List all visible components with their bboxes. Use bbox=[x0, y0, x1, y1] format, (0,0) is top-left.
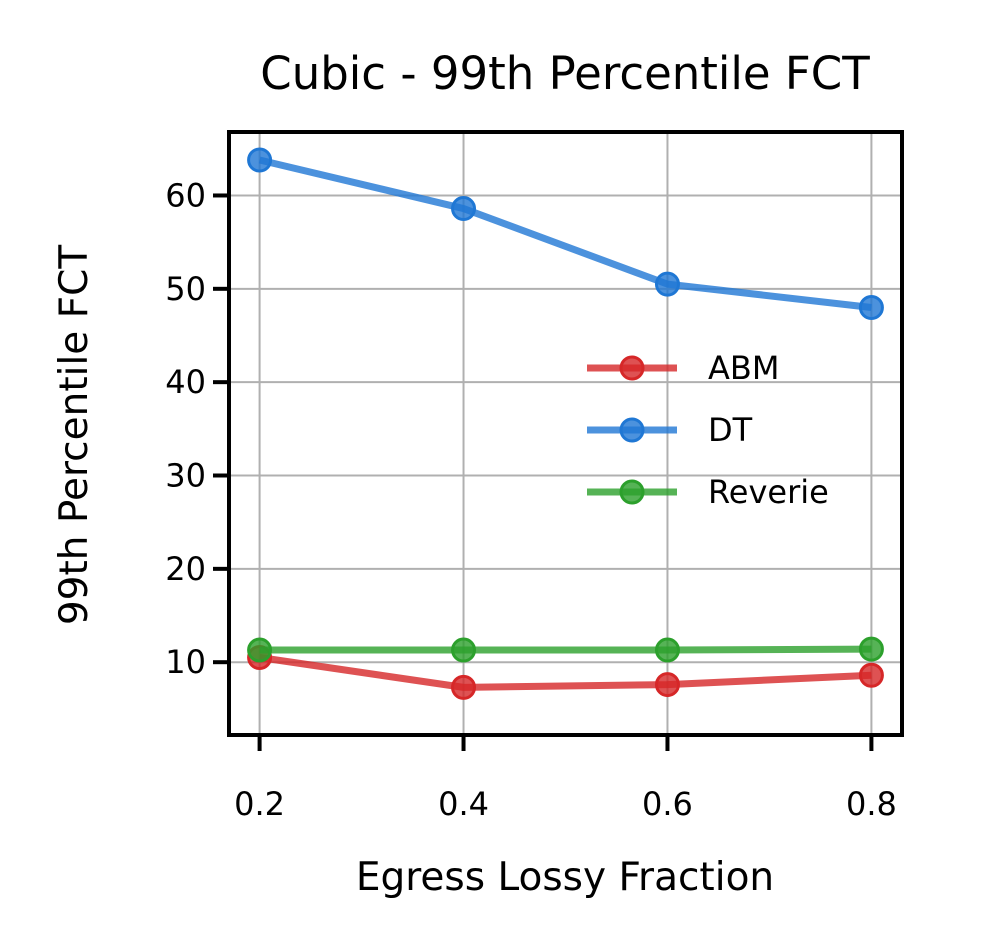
x-tick-label: 0.8 bbox=[846, 785, 897, 823]
y-tick-label: 20 bbox=[165, 550, 206, 588]
legend-marker bbox=[619, 479, 645, 505]
y-tick-label: 10 bbox=[165, 643, 206, 681]
x-tick-label: 0.6 bbox=[642, 785, 693, 823]
series-line bbox=[259, 654, 872, 691]
data-point bbox=[654, 271, 680, 297]
legend: ABM DT Reverie bbox=[587, 349, 829, 511]
data-point bbox=[858, 294, 884, 320]
legend-marker bbox=[619, 417, 645, 443]
grid bbox=[229, 132, 902, 735]
y-tick-label: 50 bbox=[165, 270, 206, 308]
x-tick-label: 0.2 bbox=[234, 785, 285, 823]
y-axis-label: 99th Percentile FCT bbox=[52, 245, 97, 626]
data-point bbox=[654, 637, 680, 663]
data-point bbox=[451, 674, 477, 700]
data-point bbox=[858, 662, 884, 688]
legend-label: Reverie bbox=[708, 473, 829, 511]
legend-label: ABM bbox=[708, 349, 779, 387]
series-layer bbox=[247, 147, 884, 700]
y-tick-label: 40 bbox=[165, 363, 206, 401]
series-abm bbox=[247, 645, 884, 700]
y-tick-label: 60 bbox=[165, 176, 206, 214]
x-axis-label: Egress Lossy Fraction bbox=[356, 855, 774, 900]
data-point bbox=[858, 636, 884, 662]
legend-label: DT bbox=[708, 411, 753, 449]
x-tick-label: 0.4 bbox=[438, 785, 489, 823]
data-point bbox=[247, 637, 273, 663]
data-point bbox=[654, 672, 680, 698]
chart-title: Cubic - 99th Percentile FCT bbox=[260, 47, 870, 100]
legend-entry: ABM bbox=[587, 349, 779, 387]
legend-entry: DT bbox=[587, 411, 753, 449]
data-point bbox=[451, 637, 477, 663]
y-axis: 10 20 30 40 50 60 bbox=[165, 176, 229, 681]
legend-entry: Reverie bbox=[587, 473, 829, 511]
y-tick-label: 30 bbox=[165, 457, 206, 495]
series-reverie bbox=[247, 636, 884, 663]
plot-frame bbox=[227, 130, 904, 737]
series-line bbox=[259, 645, 872, 654]
data-point bbox=[247, 147, 273, 173]
series-line bbox=[258, 156, 872, 311]
data-point bbox=[451, 196, 477, 222]
x-axis: 0.2 0.4 0.6 0.8 bbox=[234, 735, 897, 823]
series-dt bbox=[247, 147, 884, 320]
legend-marker bbox=[619, 355, 645, 381]
